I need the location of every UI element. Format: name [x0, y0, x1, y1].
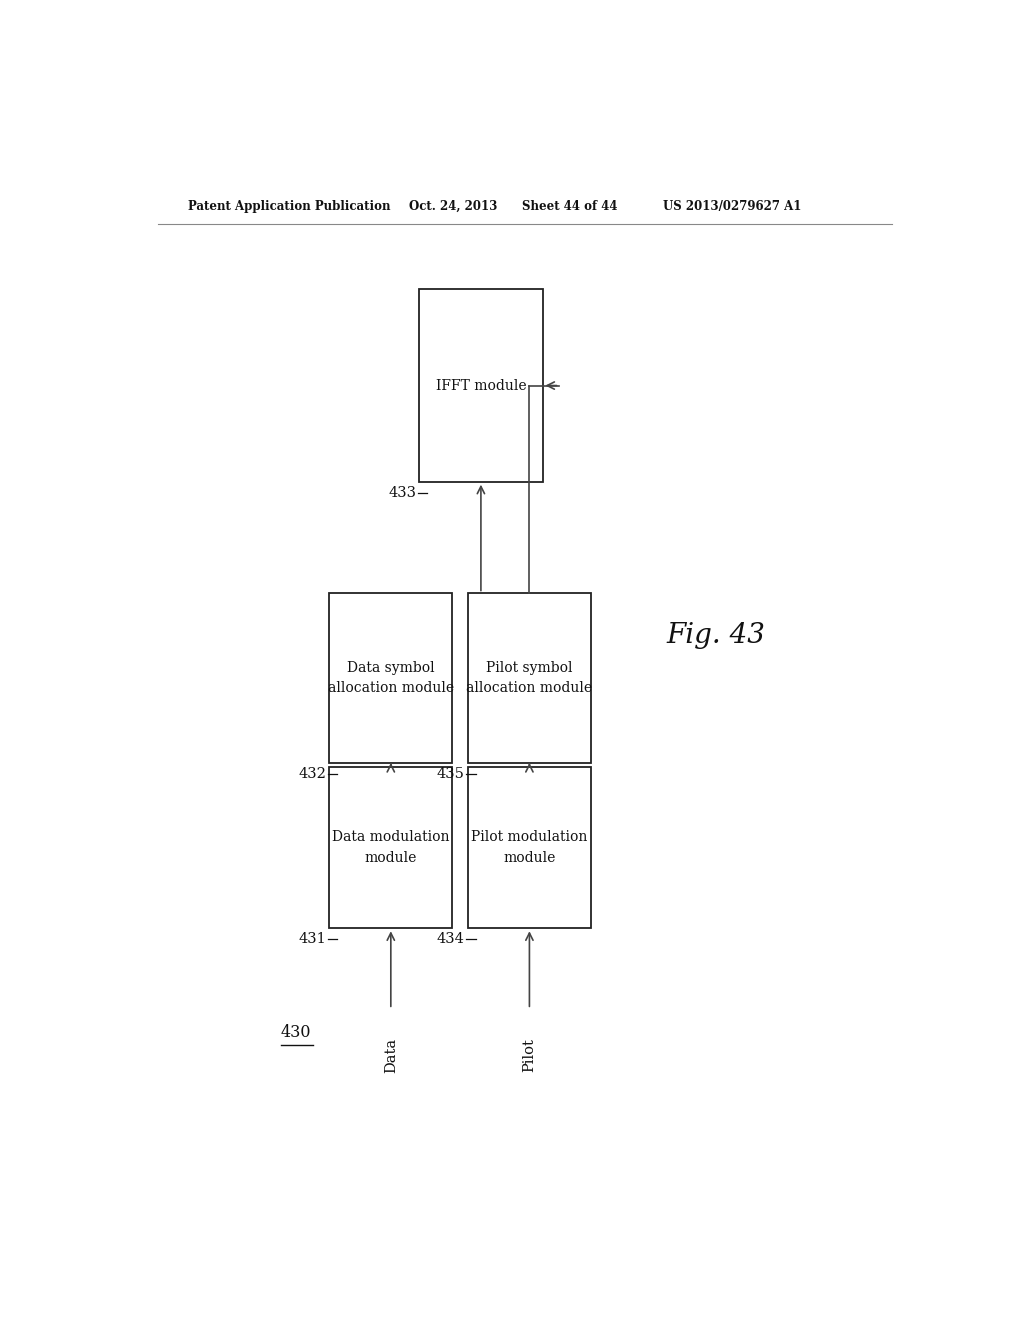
Text: Data: Data: [384, 1038, 397, 1073]
FancyBboxPatch shape: [330, 767, 453, 928]
Text: 435: 435: [437, 767, 465, 780]
Text: US 2013/0279627 A1: US 2013/0279627 A1: [664, 199, 802, 213]
Text: Fig. 43: Fig. 43: [667, 622, 765, 649]
Text: 430: 430: [281, 1024, 311, 1041]
Text: Pilot symbol
allocation module: Pilot symbol allocation module: [466, 661, 593, 696]
Text: Patent Application Publication: Patent Application Publication: [188, 199, 391, 213]
Text: Sheet 44 of 44: Sheet 44 of 44: [521, 199, 617, 213]
Text: 432: 432: [298, 767, 326, 780]
FancyBboxPatch shape: [419, 289, 543, 482]
Text: Data modulation
module: Data modulation module: [332, 830, 450, 865]
Text: IFFT module: IFFT module: [435, 379, 526, 392]
Text: 431: 431: [298, 932, 326, 946]
Text: 434: 434: [437, 932, 465, 946]
Text: 433: 433: [388, 486, 416, 499]
Text: Pilot modulation
module: Pilot modulation module: [471, 830, 588, 865]
FancyBboxPatch shape: [468, 767, 591, 928]
Text: Data symbol
allocation module: Data symbol allocation module: [328, 661, 454, 696]
FancyBboxPatch shape: [468, 594, 591, 763]
Text: Pilot: Pilot: [522, 1039, 537, 1072]
Text: Oct. 24, 2013: Oct. 24, 2013: [410, 199, 498, 213]
FancyBboxPatch shape: [330, 594, 453, 763]
